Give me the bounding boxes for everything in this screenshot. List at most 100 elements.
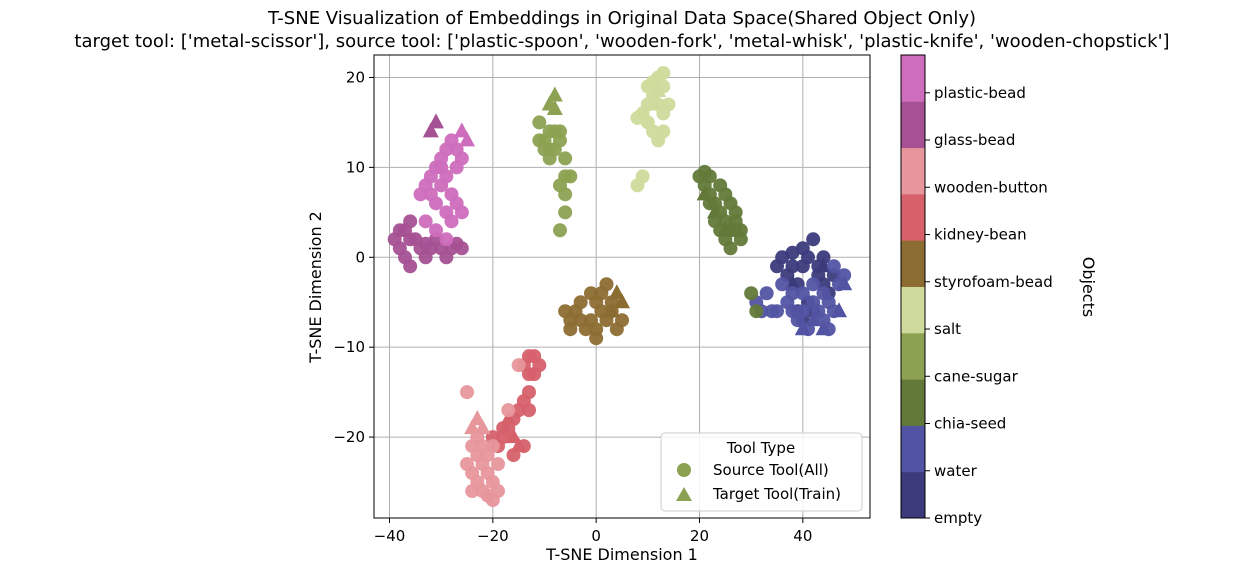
colorbar-segment-empty bbox=[901, 471, 925, 519]
point-target-plastic-bead bbox=[453, 122, 470, 138]
legend-triangle-marker bbox=[676, 487, 692, 501]
point-source-water bbox=[826, 259, 841, 274]
point-source-plastic-bead bbox=[444, 187, 459, 202]
point-source-glass-bead bbox=[418, 236, 433, 251]
point-target-salt bbox=[650, 81, 667, 97]
colorbar-tick-label: empty bbox=[934, 509, 982, 527]
point-target-chia-seed bbox=[696, 185, 713, 201]
chart-title: T-SNE Visualization of Embeddings in Ori… bbox=[267, 8, 976, 29]
point-source-cane-sugar bbox=[553, 223, 567, 238]
point-source-water bbox=[775, 277, 790, 292]
point-target-styrofoam-bead bbox=[614, 293, 630, 309]
point-source-cane-sugar bbox=[542, 151, 557, 166]
point-source-glass-bead bbox=[392, 223, 407, 238]
point-target-wooden-button bbox=[464, 419, 481, 435]
point-source-plastic-bead bbox=[434, 160, 449, 175]
point-source-chia-seed bbox=[733, 223, 748, 238]
point-source-chia-seed bbox=[713, 178, 728, 193]
point-target-plastic-bead bbox=[459, 131, 475, 147]
point-target-water bbox=[815, 320, 832, 336]
point-source-empty bbox=[770, 259, 784, 274]
point-target-wooden-button bbox=[469, 410, 486, 426]
point-target-cane-sugar bbox=[546, 99, 563, 115]
colorbar-tick-label: cane-sugar bbox=[934, 367, 1019, 385]
legend-entry-target: Target Tool(Train) bbox=[712, 485, 841, 503]
colorbar-segment-styrofoam-bead bbox=[901, 240, 925, 287]
point-source-glass-bead bbox=[403, 214, 418, 229]
point-target-kidney-bean bbox=[500, 410, 517, 426]
colorbar-tick-label: wooden-button bbox=[934, 178, 1048, 196]
point-source-empty bbox=[806, 232, 821, 247]
point-source-styrofoam-bead bbox=[563, 322, 578, 337]
colorbar-tick-label: salt bbox=[934, 320, 961, 338]
colorbar-tick-label: glass-bead bbox=[934, 131, 1015, 149]
colorbar-segment-cane-sugar bbox=[901, 332, 925, 380]
point-source-styrofoam-bead bbox=[589, 322, 604, 337]
scatter-points bbox=[387, 65, 853, 508]
point-target-water bbox=[836, 275, 853, 291]
y-tick-label: 0 bbox=[355, 248, 365, 266]
point-target-chia-seed bbox=[717, 221, 734, 237]
point-source-chia-seed bbox=[728, 205, 743, 220]
plot-frame bbox=[373, 54, 871, 519]
point-source-plastic-bead bbox=[439, 232, 454, 247]
point-target-glass-bead bbox=[422, 122, 439, 138]
point-source-cane-sugar bbox=[558, 187, 573, 202]
point-target-water bbox=[794, 320, 811, 336]
point-source-styrofoam-bead bbox=[584, 286, 598, 301]
point-source-styrofoam-bead bbox=[573, 295, 588, 310]
point-source-wooden-button bbox=[460, 385, 474, 400]
point-target-glass-bead bbox=[428, 113, 444, 129]
colorbar-segment-salt bbox=[901, 286, 925, 334]
point-source-empty bbox=[785, 245, 800, 260]
point-source-kidney-bean bbox=[522, 403, 536, 418]
point-source-wooden-button bbox=[485, 439, 500, 454]
point-source-water bbox=[795, 304, 810, 319]
colorbar-tick-label: kidney-bean bbox=[934, 226, 1027, 244]
y-tick-label: 10 bbox=[346, 158, 365, 176]
colorbar-segment-glass-bead bbox=[901, 101, 925, 149]
point-source-chia-seed bbox=[744, 286, 759, 301]
point-source-wooden-button bbox=[465, 484, 480, 499]
point-target-cane-sugar bbox=[546, 86, 563, 102]
colorbar-segment-water bbox=[901, 425, 925, 473]
colorbar-label: Objects bbox=[1079, 257, 1098, 317]
y-axis-label: T-SNE Dimension 2 bbox=[306, 211, 325, 364]
colorbar-segment-plastic-bead bbox=[901, 55, 925, 102]
colorbar-segment-chia-seed bbox=[901, 379, 925, 426]
point-source-wooden-button bbox=[460, 457, 474, 472]
point-target-styrofoam-bead bbox=[603, 302, 620, 318]
colorbar-tick-label: styrofoam-bead bbox=[934, 273, 1053, 291]
x-tick-label: 0 bbox=[591, 527, 601, 545]
x-tick-label: −40 bbox=[374, 527, 406, 545]
axis-ticks: −40 −20 0 20 40 −20 −10 0 10 20 bbox=[333, 68, 812, 545]
point-target-water bbox=[831, 302, 847, 318]
x-tick-label: 40 bbox=[793, 527, 812, 545]
point-source-plastic-bead bbox=[418, 214, 433, 229]
point-source-plastic-bead bbox=[454, 205, 469, 220]
point-source-glass-bead bbox=[403, 259, 418, 274]
point-source-salt bbox=[656, 124, 671, 139]
point-source-water bbox=[806, 295, 821, 310]
point-source-water bbox=[764, 304, 779, 319]
point-source-chia-seed bbox=[697, 164, 712, 179]
point-source-glass-bead bbox=[454, 241, 469, 256]
point-source-water bbox=[806, 277, 821, 292]
legend-box bbox=[660, 432, 863, 512]
plot-area: −40 −20 0 20 40 −20 −10 0 10 20 bbox=[333, 54, 871, 545]
point-source-salt bbox=[656, 65, 671, 80]
point-source-water bbox=[785, 286, 800, 301]
y-tick-label: −10 bbox=[333, 338, 365, 356]
point-source-water bbox=[816, 286, 831, 301]
point-source-water bbox=[759, 286, 774, 301]
point-source-wooden-button bbox=[511, 358, 526, 373]
point-source-cane-sugar bbox=[532, 133, 547, 148]
point-source-cane-sugar bbox=[558, 205, 573, 220]
point-target-kidney-bean bbox=[505, 428, 522, 444]
point-source-wooden-button bbox=[501, 403, 516, 418]
point-target-kidney-bean bbox=[510, 437, 527, 453]
colorbar-frame bbox=[900, 54, 926, 519]
point-source-glass-bead bbox=[403, 232, 418, 247]
point-source-wooden-button bbox=[485, 493, 500, 508]
